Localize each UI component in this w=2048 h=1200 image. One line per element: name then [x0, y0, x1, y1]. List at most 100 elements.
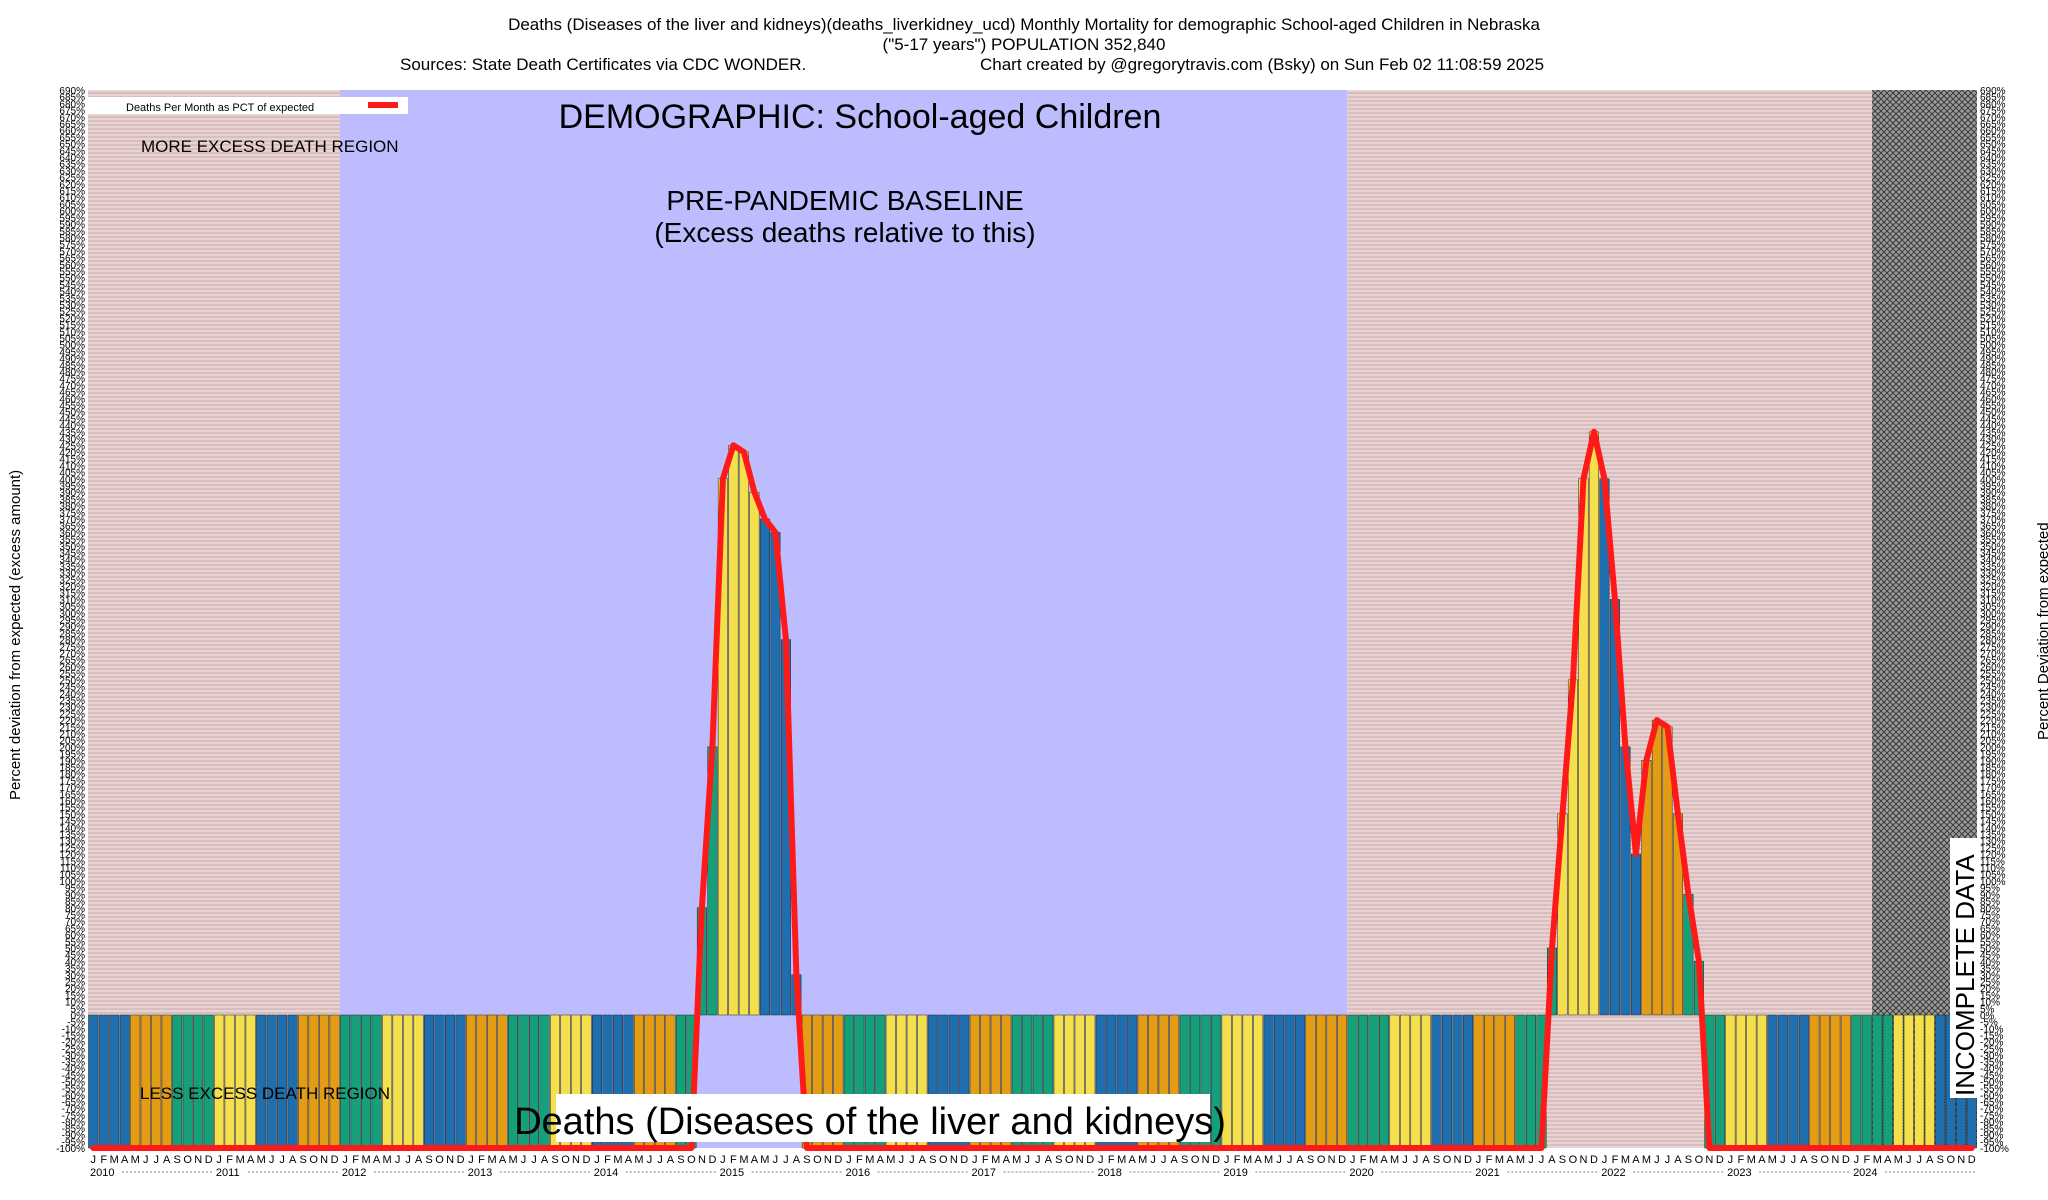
- x-month-label: J: [899, 1154, 905, 1166]
- y-tick-label: 590%: [59, 220, 85, 231]
- x-month-label: D: [1716, 1154, 1724, 1166]
- y-tick-label: 355%: [59, 535, 85, 546]
- x-month-label: J: [153, 1154, 159, 1166]
- bar: [1379, 1014, 1390, 1149]
- y-tick-label: 500%: [59, 341, 85, 352]
- bar: [487, 1014, 498, 1149]
- x-month-label: J: [269, 1154, 275, 1166]
- x-month-label: J: [783, 1154, 789, 1166]
- y-tick-label: 120%: [1980, 850, 2006, 861]
- x-year-label: 2022: [1601, 1167, 1625, 1179]
- y-tick-label: 485%: [59, 361, 85, 372]
- y-tick-label: 490%: [1980, 354, 2006, 365]
- y-tick-label: -5%: [1980, 1018, 1998, 1029]
- x-month-label: O: [435, 1154, 444, 1166]
- y-tick-label: 330%: [1980, 569, 2006, 580]
- bar: [382, 1014, 393, 1149]
- bar: [214, 1014, 225, 1149]
- bar: [466, 1014, 477, 1149]
- y-tick-label: 85%: [1980, 897, 2000, 908]
- bar: [749, 491, 760, 1016]
- y-tick-label: 485%: [1980, 361, 2006, 372]
- x-month-label: J: [1906, 1154, 1912, 1166]
- x-month-label: J: [216, 1154, 222, 1166]
- y-tick-label: 360%: [1980, 528, 2006, 539]
- x-month-label: O: [1065, 1154, 1074, 1166]
- y-tick-label: 285%: [1980, 629, 2006, 640]
- y-tick-label: 310%: [59, 595, 85, 606]
- bar: [1337, 1014, 1348, 1149]
- x-month-label: M: [1642, 1154, 1651, 1166]
- y-tick-label: 615%: [1980, 187, 2006, 198]
- y-tick-label: 60%: [65, 931, 85, 942]
- bar: [98, 1014, 109, 1149]
- y-tick-label: 600%: [59, 207, 85, 218]
- y-tick-label: 435%: [1980, 428, 2006, 439]
- y-tick-label: -50%: [1980, 1078, 2003, 1089]
- y-tick-label: 310%: [1980, 595, 2006, 606]
- bar: [193, 1014, 204, 1149]
- bar: [1861, 1014, 1872, 1149]
- x-month-label: J: [1035, 1154, 1041, 1166]
- y-tick-label: 40%: [65, 957, 85, 968]
- y-tick-label: 640%: [59, 153, 85, 164]
- x-month-label: N: [320, 1154, 328, 1166]
- y-tick-label: 440%: [1980, 421, 2006, 432]
- x-month-label: F: [1738, 1154, 1745, 1166]
- y-tick-label: 660%: [59, 126, 85, 137]
- y-tick-label: 410%: [59, 461, 85, 472]
- y-tick-label: 575%: [59, 240, 85, 251]
- y-tick-label: 585%: [59, 227, 85, 238]
- y-tick-label: -75%: [62, 1111, 85, 1122]
- y-tick-label: 580%: [59, 233, 85, 244]
- y-tick-label: 390%: [59, 488, 85, 499]
- x-month-label: S: [1559, 1154, 1566, 1166]
- y-tick-label: -20%: [62, 1038, 85, 1049]
- y-tick-label: 325%: [59, 575, 85, 586]
- x-month-label: S: [551, 1154, 558, 1166]
- x-month-label: J: [1402, 1154, 1408, 1166]
- bar: [1809, 1014, 1820, 1149]
- bar: [109, 1014, 120, 1149]
- y-tick-label: 85%: [65, 897, 85, 908]
- y-tick-label: 315%: [1980, 589, 2006, 600]
- x-month-label: A: [499, 1154, 507, 1166]
- x-month-label: A: [1674, 1154, 1682, 1166]
- x-month-label: A: [751, 1154, 759, 1166]
- pct-expected-curve: [90, 428, 1975, 1151]
- bar: [1872, 1014, 1883, 1149]
- y-tick-label: 170%: [59, 783, 85, 794]
- y-tick-label: 435%: [59, 428, 85, 439]
- x-month-label: M: [1495, 1154, 1504, 1166]
- y-tick-label: -5%: [67, 1018, 85, 1029]
- y-tick-label: 275%: [1980, 642, 2006, 653]
- y-tick-label: 575%: [1980, 240, 2006, 251]
- y-tick-label: 510%: [59, 327, 85, 338]
- y-tick-label: 505%: [59, 334, 85, 345]
- y-tick-label: 155%: [59, 803, 85, 814]
- y-tick-label: 205%: [59, 736, 85, 747]
- x-month-label: S: [174, 1154, 181, 1166]
- x-month-label: N: [1454, 1154, 1462, 1166]
- x-month-label: A: [121, 1154, 129, 1166]
- bar: [1914, 1014, 1925, 1149]
- cause-label-box: [556, 1094, 1210, 1142]
- x-month-label: A: [1800, 1154, 1808, 1166]
- y-tick-label: 265%: [59, 656, 85, 667]
- y-tick-label: 535%: [59, 294, 85, 305]
- y-tick-label: 635%: [1980, 160, 2006, 171]
- y-tick-label: -20%: [1980, 1038, 2003, 1049]
- x-month-label: N: [1831, 1154, 1839, 1166]
- y-tick-label: 280%: [1980, 636, 2006, 647]
- x-month-label: M: [508, 1154, 517, 1166]
- y-tick-label: 170%: [1980, 783, 2006, 794]
- y-tick-label: 165%: [1980, 790, 2006, 801]
- y-tick-label: 545%: [1980, 280, 2006, 291]
- y-tick-label: 185%: [59, 763, 85, 774]
- y-tick-label: 535%: [1980, 294, 2006, 305]
- x-month-label: M: [1747, 1154, 1756, 1166]
- x-month-label: D: [205, 1154, 213, 1166]
- y-tick-label: 610%: [1980, 193, 2006, 204]
- y-tick-label: -30%: [62, 1051, 85, 1062]
- y-tick-label: 470%: [1980, 381, 2006, 392]
